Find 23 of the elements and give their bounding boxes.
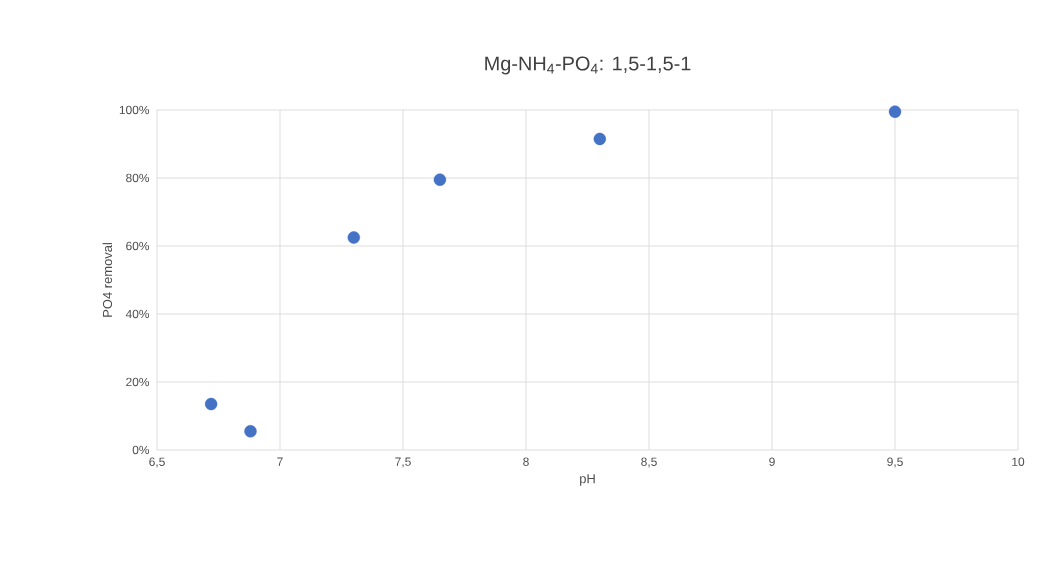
x-tick-label: 9,5 <box>887 457 903 468</box>
point <box>204 397 218 411</box>
y-tick-label: 100% <box>119 105 150 115</box>
x-tick-label: 9 <box>769 457 775 466</box>
y-axis-title: PO4 removal <box>102 243 113 317</box>
x-axis-title: pH <box>580 474 595 486</box>
x-tick-label: 10 <box>1012 457 1025 466</box>
x-tick-label: 8,5 <box>641 457 657 468</box>
y-tick-label: 80% <box>126 173 150 183</box>
point <box>433 173 447 186</box>
y-tick-label: 40% <box>125 309 150 319</box>
x-tick-label: 7,5 <box>395 457 411 468</box>
point <box>888 105 902 118</box>
point <box>244 425 257 438</box>
chart-title: Mg-NH$_{4}$-PO$_{4}$: 1,5-1,5-1 <box>485 56 691 75</box>
y-tick-label: 60% <box>126 241 150 251</box>
x-tick-label: 7 <box>277 457 283 466</box>
y-tick-label: 0% <box>132 445 150 455</box>
point <box>593 132 607 146</box>
x-tick-label: 6,5 <box>149 457 165 468</box>
y-tick-label: 20% <box>126 377 150 387</box>
point <box>347 231 361 244</box>
x-tick-label: 8 <box>523 457 529 466</box>
